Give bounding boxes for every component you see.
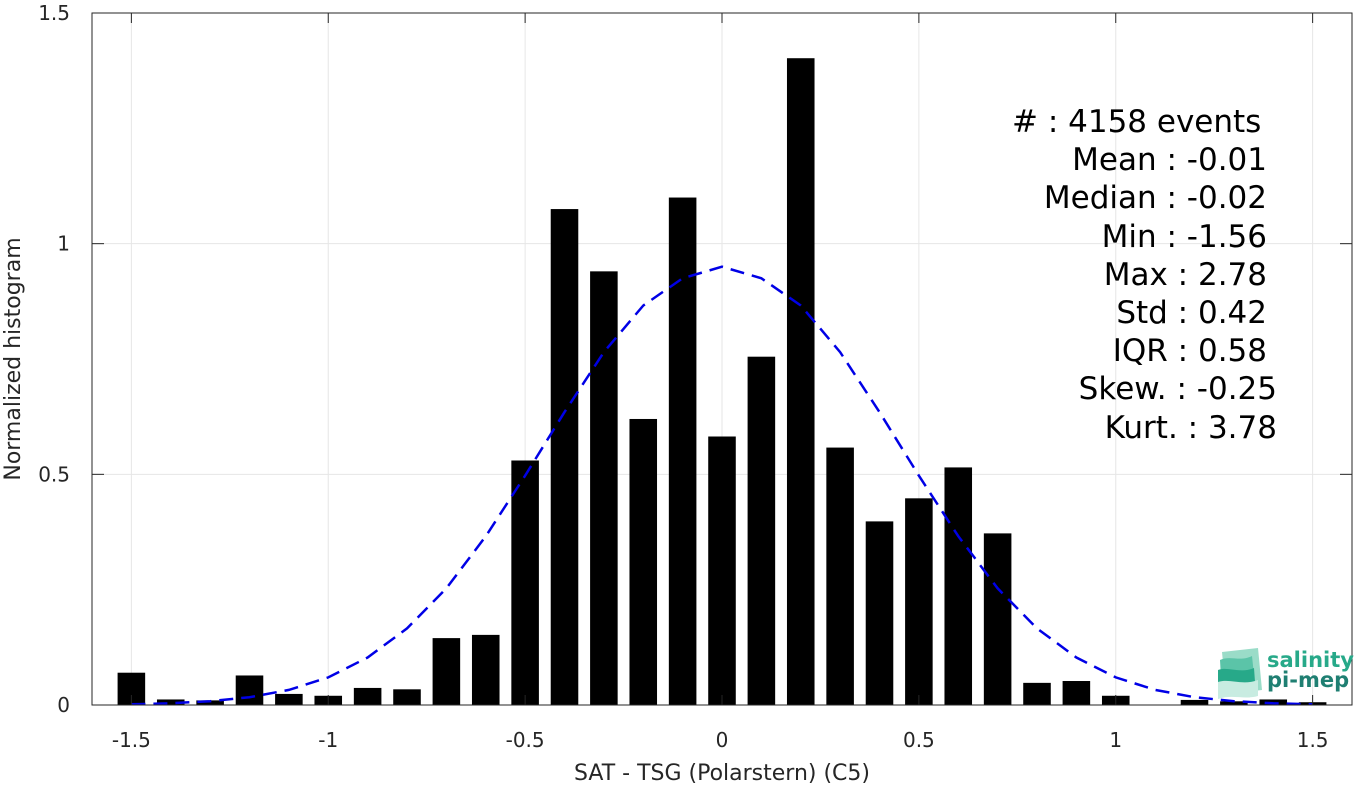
stat-median: Median : -0.02 [1044, 180, 1267, 216]
histogram-bar [944, 467, 973, 705]
histogram-bar [1062, 681, 1091, 705]
x-tick-label: 0.5 [903, 728, 935, 752]
x-tick-label: -1.5 [112, 728, 151, 752]
histogram-bar [590, 271, 618, 705]
salinity-pimep-logo: salinity pi-mep [1218, 648, 1354, 699]
histogram-bar [353, 687, 382, 705]
histogram-bar [983, 533, 1012, 705]
y-tick-label: 0 [57, 693, 70, 717]
histogram-bar [1220, 701, 1248, 705]
ticks [92, 12, 1352, 706]
x-tick-label: -1 [318, 728, 338, 752]
x-tick-labels: -1.5 -1 -0.5 0 0.5 1 1.5 [112, 728, 1329, 752]
histogram-bar [393, 689, 421, 705]
stat-std: Std : 0.42 [1116, 295, 1267, 331]
histogram-bar [275, 693, 303, 705]
histogram-bar [432, 638, 461, 705]
histogram-bar [196, 700, 224, 705]
histogram-bar [826, 447, 854, 705]
logo-text-pimep: pi-mep [1267, 668, 1349, 692]
stat-iqr: IQR : 0.58 [1113, 333, 1267, 369]
stat-mean: Mean : -0.01 [1072, 142, 1267, 178]
stat-max: Max : 2.78 [1104, 257, 1267, 293]
histogram-bar [550, 209, 579, 706]
histogram-bar [511, 460, 539, 705]
histogram-bar [905, 498, 933, 705]
logo-text-salinity: salinity [1267, 648, 1354, 672]
logo-wave-icon [1218, 648, 1262, 699]
histogram-bar [235, 675, 264, 705]
stat-kurt: Kurt. : 3.78 [1105, 410, 1277, 446]
stat-skew: Skew. : -0.25 [1079, 371, 1277, 407]
y-axis-label: Normalized histogram [1, 237, 26, 480]
x-tick-label: 1.5 [1297, 728, 1329, 752]
histogram-bar [786, 58, 815, 705]
y-tick-labels: 0 0.5 1 1.5 [38, 1, 70, 717]
stat-count: # : 4158 events [1012, 104, 1261, 140]
histogram-bar [747, 356, 776, 705]
x-tick-label: 1 [1109, 728, 1122, 752]
histogram-bar [865, 521, 894, 705]
histogram-bar [708, 436, 736, 705]
x-axis-label: SAT - TSG (Polarstern) (C5) [574, 761, 870, 785]
histogram-bar [629, 418, 658, 705]
histogram-bar [1180, 699, 1209, 705]
stat-min: Min : -1.56 [1102, 219, 1267, 255]
fit-curve [131, 265, 1313, 706]
x-tick-label: -0.5 [506, 728, 545, 752]
histogram-bar [471, 634, 500, 705]
y-tick-label: 0.5 [38, 462, 70, 486]
stats-annotation: # : 4158 events Mean : -0.01 Median : -0… [1012, 104, 1277, 446]
x-tick-label: 0 [716, 728, 729, 752]
histogram-bar [1023, 682, 1051, 705]
histogram-bar [156, 699, 185, 705]
y-tick-label: 1.5 [38, 1, 70, 25]
histogram-bar [668, 197, 697, 706]
y-tick-label: 1 [57, 232, 70, 256]
